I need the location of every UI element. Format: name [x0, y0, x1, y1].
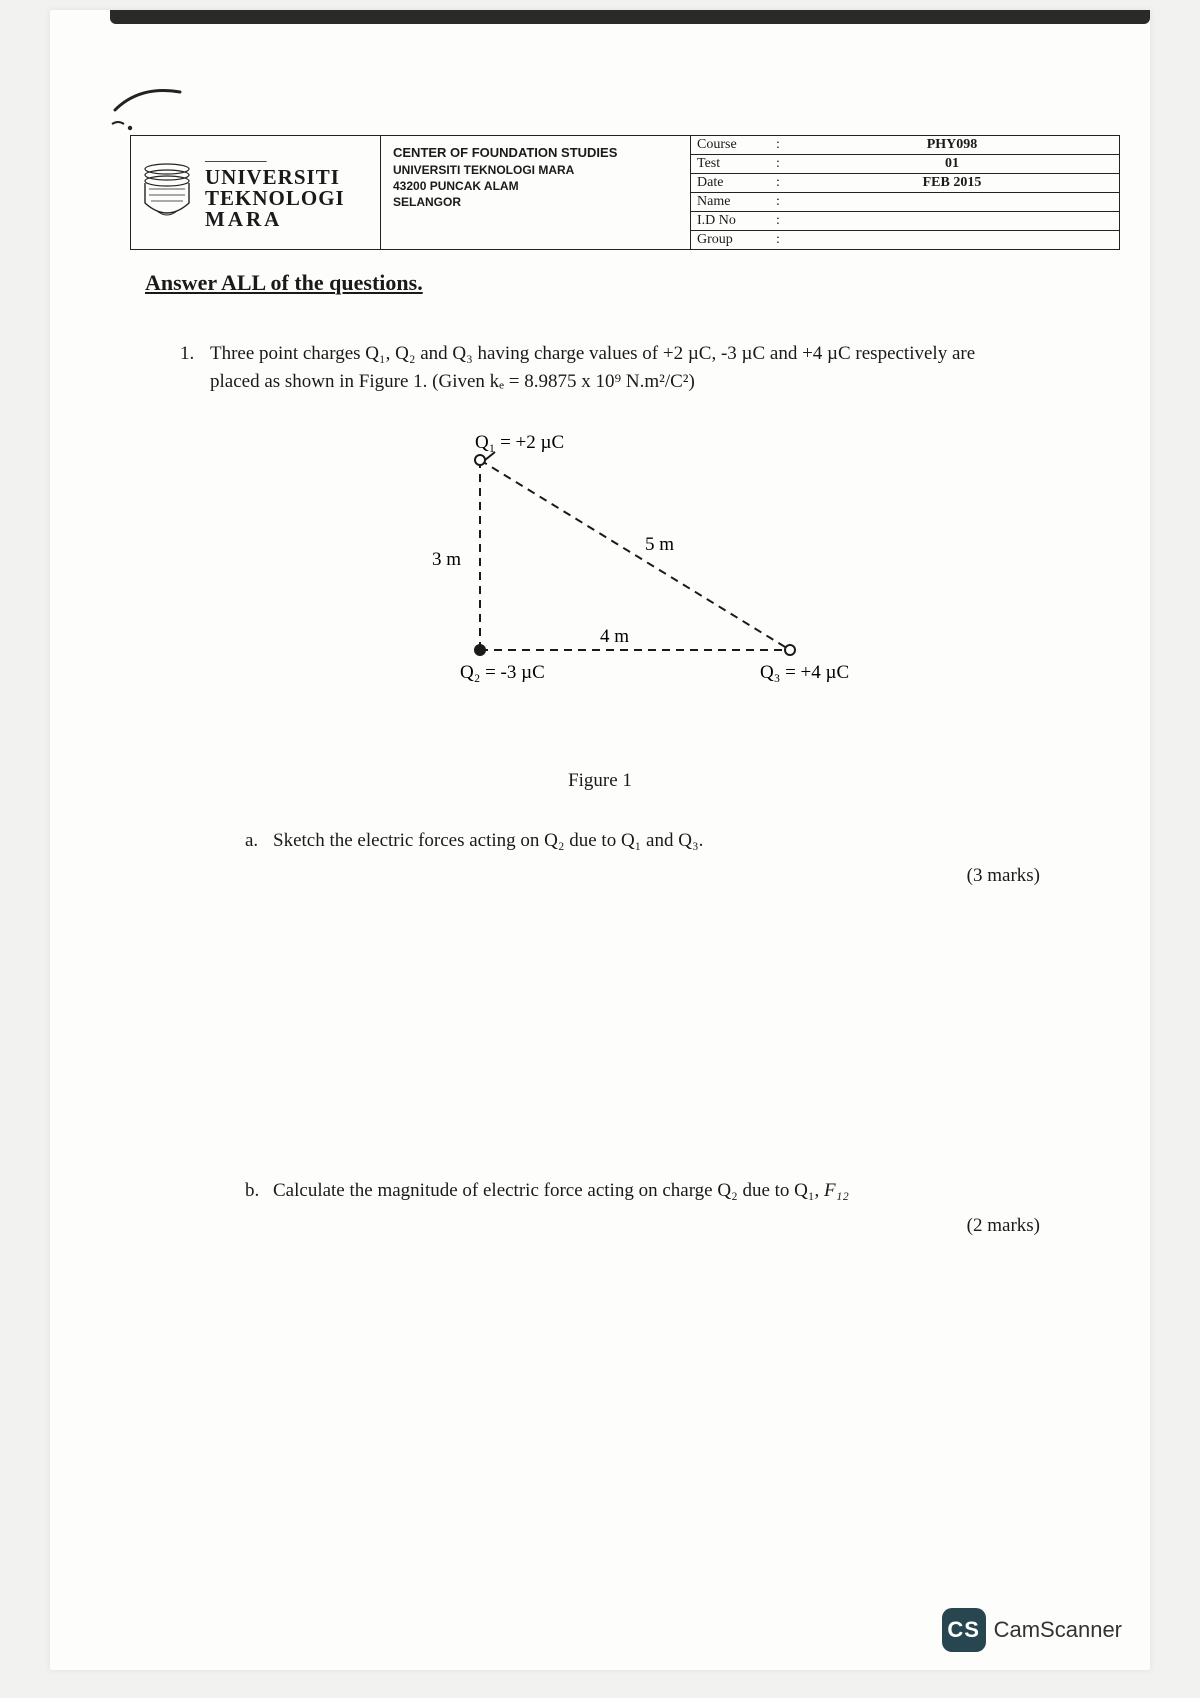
colon: :: [771, 194, 785, 210]
uitm-crest-icon: [137, 153, 197, 233]
label-name: Name: [691, 193, 771, 211]
camscanner-label: CamScanner: [994, 1617, 1122, 1643]
figure-1: Q₁ = +2 µC 3 m 5 m 4 m Q₂ = -3 µC Q₃ = +…: [390, 430, 910, 760]
arabic-text: ـــــــــــــــــــــ: [205, 155, 345, 165]
q1-line1: 1.Three point charges Q₁, Q₂ and Q₃ havi…: [180, 340, 1060, 368]
question-1: 1.Three point charges Q₁, Q₂ and Q₃ havi…: [180, 340, 1060, 395]
scan-top-strip: [110, 10, 1150, 24]
colon: :: [771, 175, 785, 191]
center-line3: 43200 PUNCAK ALAM: [393, 178, 678, 194]
university-name: ـــــــــــــــــــــ UNIVERSITI TEKNOLO…: [205, 155, 345, 230]
row-group: Group :: [691, 231, 1119, 249]
q1-text-a: Three point charges Q₁, Q₂ and Q₃ having…: [210, 343, 975, 364]
question-1b: b.Calculate the magnitude of electric fo…: [245, 1180, 1060, 1202]
q2-label: Q₂ = -3 µC: [460, 662, 545, 683]
q1-number: 1.: [180, 340, 210, 368]
part-b-text: Calculate the magnitude of electric forc…: [273, 1180, 849, 1201]
label-date: Date: [691, 174, 771, 192]
value-group: [785, 239, 1119, 241]
uni-line-2: TEKNOLOGI: [205, 188, 345, 209]
q1-label: Q₁ = +2 µC: [475, 432, 564, 453]
uni-line-1: UNIVERSITI: [205, 167, 345, 188]
value-id: [785, 220, 1119, 222]
hand-scribble-icon: [110, 80, 200, 140]
colon: :: [771, 156, 785, 172]
colon: :: [771, 213, 785, 229]
value-test: 01: [785, 155, 1119, 173]
part-a-marks: (3 marks): [967, 865, 1040, 887]
label-id: I.D No: [691, 212, 771, 230]
side-3m: 3 m: [432, 549, 461, 570]
q3-label: Q₃ = +4 µC: [760, 662, 849, 683]
row-id: I.D No :: [691, 212, 1119, 231]
label-test: Test: [691, 155, 771, 173]
question-1a: a.Sketch the electric forces acting on Q…: [245, 830, 1060, 852]
row-date: Date : FEB 2015: [691, 174, 1119, 193]
row-name: Name :: [691, 193, 1119, 212]
section-title: Answer ALL of the questions.: [145, 270, 423, 296]
part-b-var: F₁₂: [824, 1180, 849, 1201]
colon: :: [771, 137, 785, 153]
part-a-label: a.: [245, 830, 273, 852]
q1-text-b: placed as shown in Figure 1. (Given kₑ =…: [180, 368, 1060, 396]
row-course: Course : PHY098: [691, 136, 1119, 155]
camscanner-icon: CS: [942, 1608, 986, 1652]
side-5m: 5 m: [645, 534, 674, 555]
triangle-diagram: Q₁ = +2 µC 3 m 5 m 4 m Q₂ = -3 µC Q₃ = +…: [390, 430, 910, 730]
figure-caption: Figure 1: [50, 770, 1150, 792]
part-b-prefix: Calculate the magnitude of electric forc…: [273, 1180, 824, 1201]
center-address: CENTER OF FOUNDATION STUDIES UNIVERSITI …: [381, 136, 691, 249]
part-b-marks: (2 marks): [967, 1215, 1040, 1237]
center-line2: UNIVERSITI TEKNOLOGI MARA: [393, 162, 678, 178]
university-logo-block: ـــــــــــــــــــــ UNIVERSITI TEKNOLO…: [131, 136, 381, 249]
uni-line-3: MARA: [205, 209, 345, 230]
part-a-text: Sketch the electric forces acting on Q₂ …: [273, 830, 703, 851]
page: ـــــــــــــــــــــ UNIVERSITI TEKNOLO…: [50, 10, 1150, 1670]
label-group: Group: [691, 231, 771, 249]
center-line1: CENTER OF FOUNDATION STUDIES: [393, 144, 678, 162]
exam-info-table: Course : PHY098 Test : 01 Date : FEB 201…: [691, 136, 1119, 249]
value-name: [785, 201, 1119, 203]
value-course: PHY098: [785, 136, 1119, 154]
value-date: FEB 2015: [785, 174, 1119, 192]
part-b-label: b.: [245, 1180, 273, 1202]
side-4m: 4 m: [600, 626, 629, 647]
label-course: Course: [691, 136, 771, 154]
exam-header-box: ـــــــــــــــــــــ UNIVERSITI TEKNOLO…: [130, 135, 1120, 250]
colon: :: [771, 232, 785, 248]
camscanner-watermark: CS CamScanner: [942, 1608, 1122, 1652]
center-line4: SELANGOR: [393, 194, 678, 210]
row-test: Test : 01: [691, 155, 1119, 174]
